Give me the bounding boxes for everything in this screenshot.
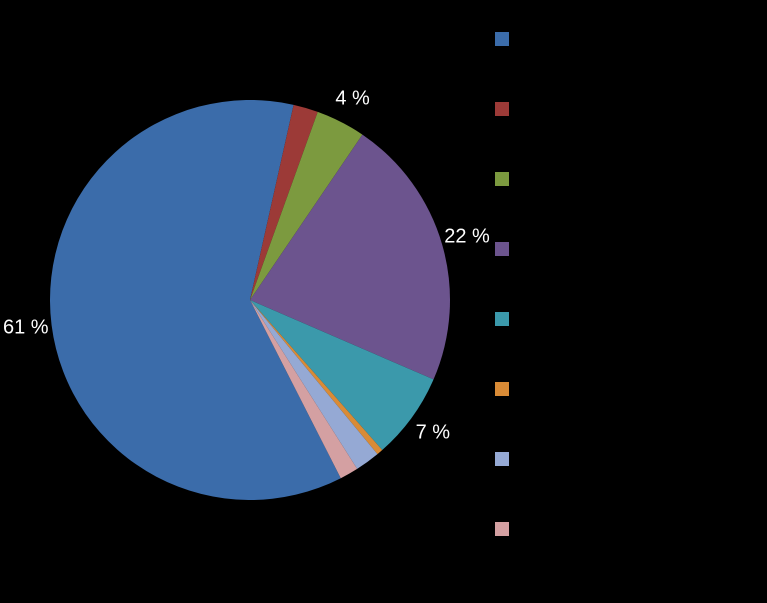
legend-swatch-6: [495, 452, 509, 466]
legend-row-1: [495, 100, 755, 170]
legend-swatch-4: [495, 312, 509, 326]
legend-row-0: [495, 30, 755, 100]
chart-stage: { "chart": { "type": "pie", "background_…: [0, 0, 767, 603]
legend-row-7: [495, 520, 755, 590]
legend-swatch-2: [495, 172, 509, 186]
legend-swatch-0: [495, 32, 509, 46]
legend-row-6: [495, 450, 755, 520]
legend-row-4: [495, 310, 755, 380]
legend: [495, 30, 755, 590]
legend-row-2: [495, 170, 755, 240]
legend-swatch-7: [495, 522, 509, 536]
legend-swatch-1: [495, 102, 509, 116]
legend-swatch-3: [495, 242, 509, 256]
legend-swatch-5: [495, 382, 509, 396]
legend-row-5: [495, 380, 755, 450]
legend-row-3: [495, 240, 755, 310]
